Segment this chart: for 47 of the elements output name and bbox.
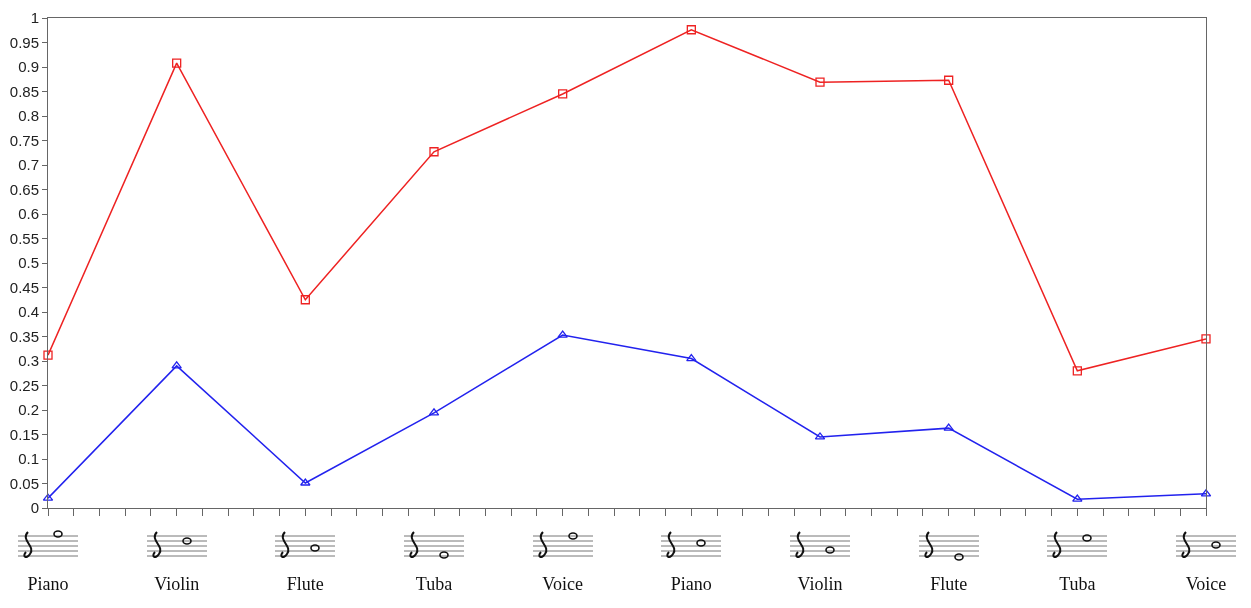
point (686, 25, 696, 35)
y-tick-label: 0.25 (9, 376, 39, 394)
y-tick-label: 0.1 (18, 450, 39, 468)
x-tick-label: Piano (27, 573, 69, 594)
point (943, 423, 954, 431)
point (43, 350, 53, 360)
point (1201, 334, 1211, 344)
point (300, 295, 310, 305)
y-tick-label: 0.5 (18, 254, 39, 272)
y-tick-label: 0.15 (9, 425, 39, 443)
y-tick-label: 0.4 (18, 303, 39, 321)
point (429, 147, 439, 157)
point (686, 353, 697, 362)
y-tick-label: 0.9 (18, 58, 39, 76)
point (300, 478, 311, 486)
point (815, 77, 825, 87)
point (172, 58, 182, 68)
x-tick-label: Violin (154, 573, 200, 594)
y-tick-label: 0.45 (9, 278, 39, 296)
y-tick-label: 0.05 (9, 474, 39, 492)
point (558, 89, 568, 99)
y-tick-label: 0.35 (9, 327, 39, 345)
y-tick-label: 0.6 (18, 205, 39, 223)
point (1072, 494, 1083, 502)
x-tick-label: Tuba (415, 573, 453, 594)
point (944, 75, 954, 85)
y-tick-label: 0.85 (9, 82, 39, 100)
y-tick-label: 0.95 (9, 33, 39, 51)
point (557, 330, 568, 338)
x-tick-label: Voice (1185, 573, 1227, 594)
x-tick-label: Flute (286, 573, 324, 594)
y-tick-label: 0.8 (18, 107, 39, 125)
x-tick-label: Voice (542, 573, 584, 594)
y-tick-label: 1 (30, 9, 39, 27)
x-tick-label: Flute (930, 573, 968, 594)
y-tick-label: 0.2 (18, 401, 39, 419)
y-tick-label: 0 (30, 499, 39, 517)
x-tick-label: Piano (670, 573, 712, 594)
point (171, 361, 182, 369)
x-tick-label: Violin (797, 573, 843, 594)
y-tick-label: 0.75 (9, 131, 39, 149)
point (1072, 366, 1082, 376)
y-tick-label: 0.65 (9, 180, 39, 198)
y-tick-label: 0.3 (18, 352, 39, 370)
x-tick-label: Tuba (1059, 573, 1096, 594)
y-tick-label: 0.55 (9, 229, 39, 247)
y-tick-label: 0.7 (18, 156, 39, 174)
